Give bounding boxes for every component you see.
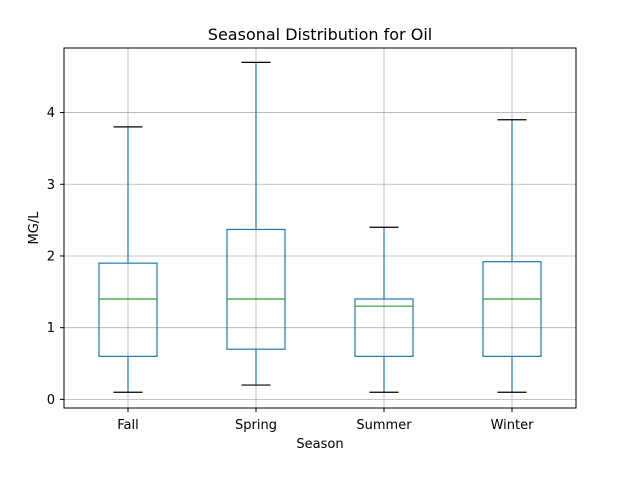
y-tick-label: 1 (47, 321, 55, 336)
x-tick-label: Fall (117, 418, 138, 433)
ticks-layer: 0 1 2 3 4 Fall Spring Summer Winter (47, 106, 534, 433)
chart-title: Seasonal Distribution for Oil (208, 25, 432, 44)
box-winter (482, 119, 542, 393)
y-tick-label: 4 (47, 106, 55, 121)
box-spring (226, 61, 286, 386)
iqr-box (98, 262, 158, 357)
grid-layer (64, 48, 576, 408)
iqr-box (226, 228, 286, 350)
iqr-box (482, 261, 542, 357)
box-fall (98, 126, 158, 393)
box-marks-layer (98, 61, 542, 393)
plot-frame (63, 47, 577, 409)
x-tick-label: Summer (356, 418, 412, 433)
x-tick-label: Winter (491, 418, 535, 433)
y-tick-label: 3 (47, 178, 55, 193)
box-summer (354, 226, 414, 393)
y-tick-label: 2 (47, 249, 55, 264)
y-tick-label: 0 (47, 393, 55, 408)
y-axis-label: MG/L (27, 211, 42, 245)
x-axis-label: Season (296, 437, 343, 452)
iqr-box (354, 298, 414, 357)
x-tick-label: Spring (235, 418, 277, 433)
